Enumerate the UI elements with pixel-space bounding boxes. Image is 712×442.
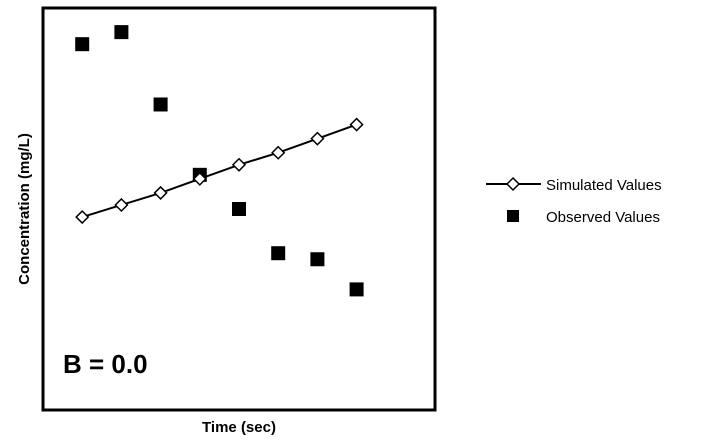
observed-point bbox=[114, 25, 129, 40]
simulated-point bbox=[231, 157, 247, 172]
simulated-point bbox=[349, 117, 364, 132]
simulated-point bbox=[153, 185, 168, 200]
b-value-annotation: B = 0.0 bbox=[63, 349, 148, 379]
legend-simulated-marker bbox=[505, 176, 521, 192]
observed-point bbox=[310, 252, 325, 267]
legend-observed-label: Observed Values bbox=[546, 209, 660, 226]
simulated-point bbox=[271, 145, 286, 160]
y-axis-label: Concentration (mg/L) bbox=[16, 133, 33, 285]
observed-point bbox=[232, 202, 246, 216]
legend-simulated-label: Simulated Values bbox=[546, 177, 662, 194]
x-axis-label: Time (sec) bbox=[202, 419, 276, 436]
simulated-point bbox=[310, 131, 325, 146]
observed-point bbox=[153, 97, 168, 112]
simulated-series-line bbox=[81, 123, 357, 218]
simulated-point bbox=[75, 209, 90, 225]
legend: Simulated Values Observed Values bbox=[486, 176, 662, 226]
observed-point bbox=[271, 246, 286, 261]
simulated-point bbox=[192, 171, 207, 186]
legend-observed-marker bbox=[507, 210, 519, 222]
simulated-point bbox=[114, 197, 129, 213]
observed-point bbox=[75, 37, 90, 52]
plot-layer bbox=[75, 25, 364, 297]
observed-point bbox=[349, 282, 364, 297]
